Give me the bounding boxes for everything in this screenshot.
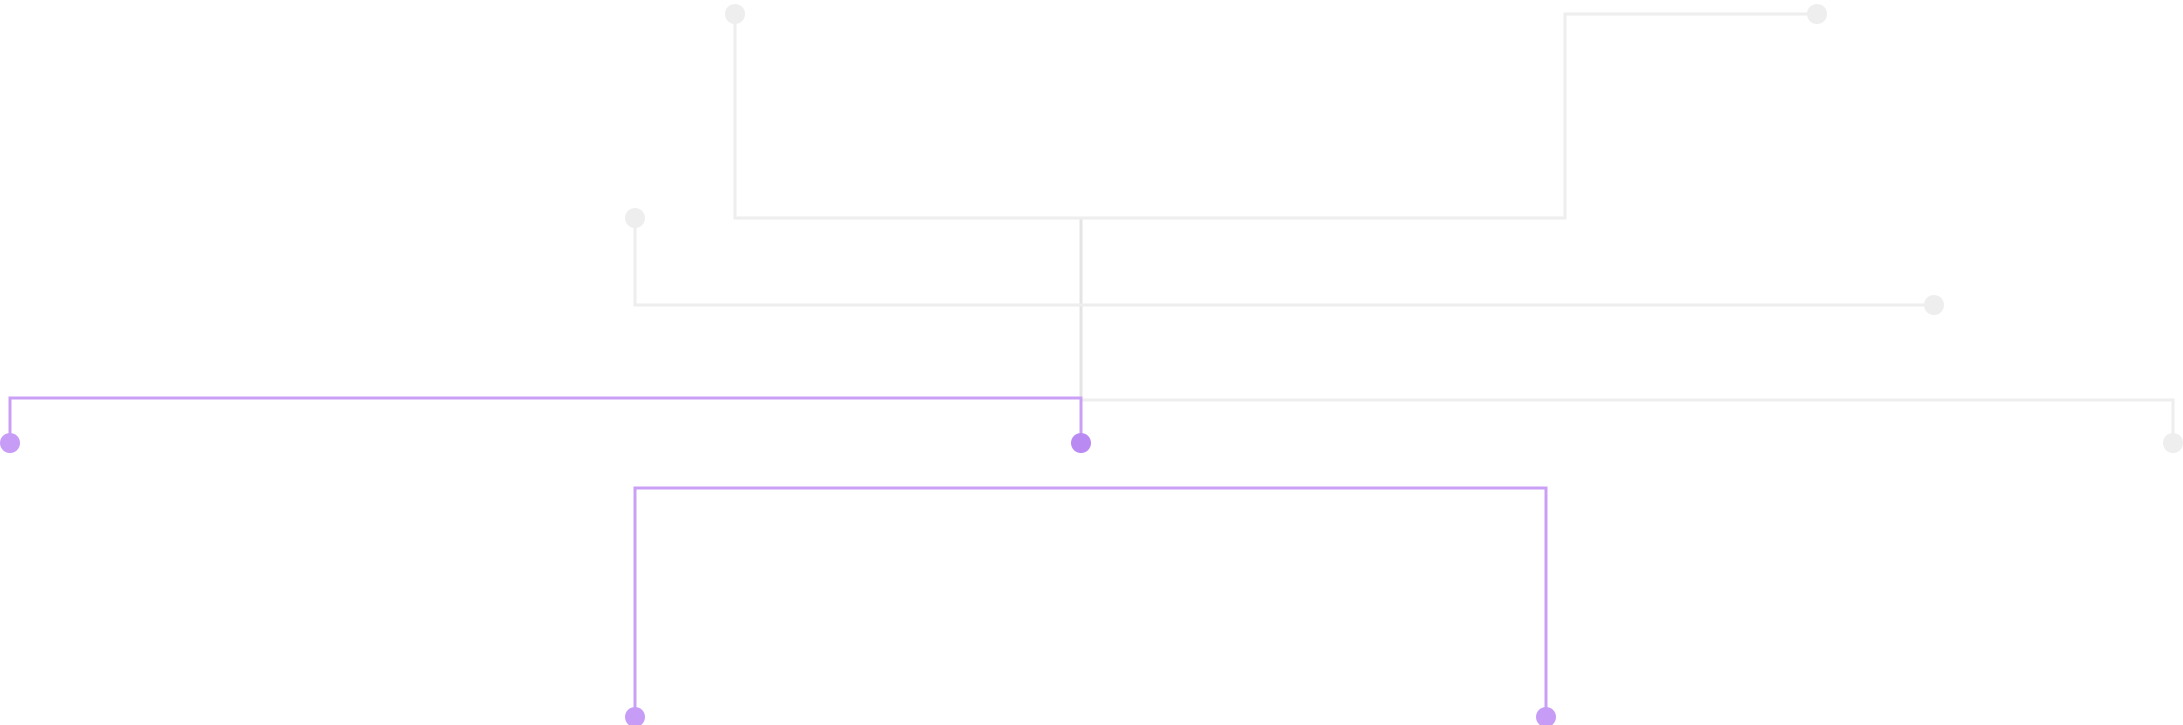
connector-nodes [0, 4, 2183, 725]
node-middle-right [1924, 295, 1944, 315]
branch-top-right [1081, 12, 1817, 220]
node-active-bottom-right [1536, 707, 1556, 725]
branch-top-left [733, 14, 1081, 220]
node-top-left [725, 4, 745, 24]
branch-active-bottom-right [1081, 486, 1548, 717]
node-active-left [0, 433, 20, 453]
branch-lower-right [1081, 398, 2175, 443]
node-middle-left [625, 208, 645, 228]
branch-active-left [8, 396, 1083, 442]
branch-middle-left [633, 218, 1081, 307]
node-active-bottom-left [625, 707, 645, 725]
active-connectors [8, 396, 1548, 717]
node-top-right [1807, 4, 1827, 24]
inactive-connectors [633, 12, 2175, 443]
node-lower-right [2163, 433, 2183, 453]
branch-active-bottom-left [633, 486, 1081, 717]
node-hub [1071, 433, 1091, 453]
